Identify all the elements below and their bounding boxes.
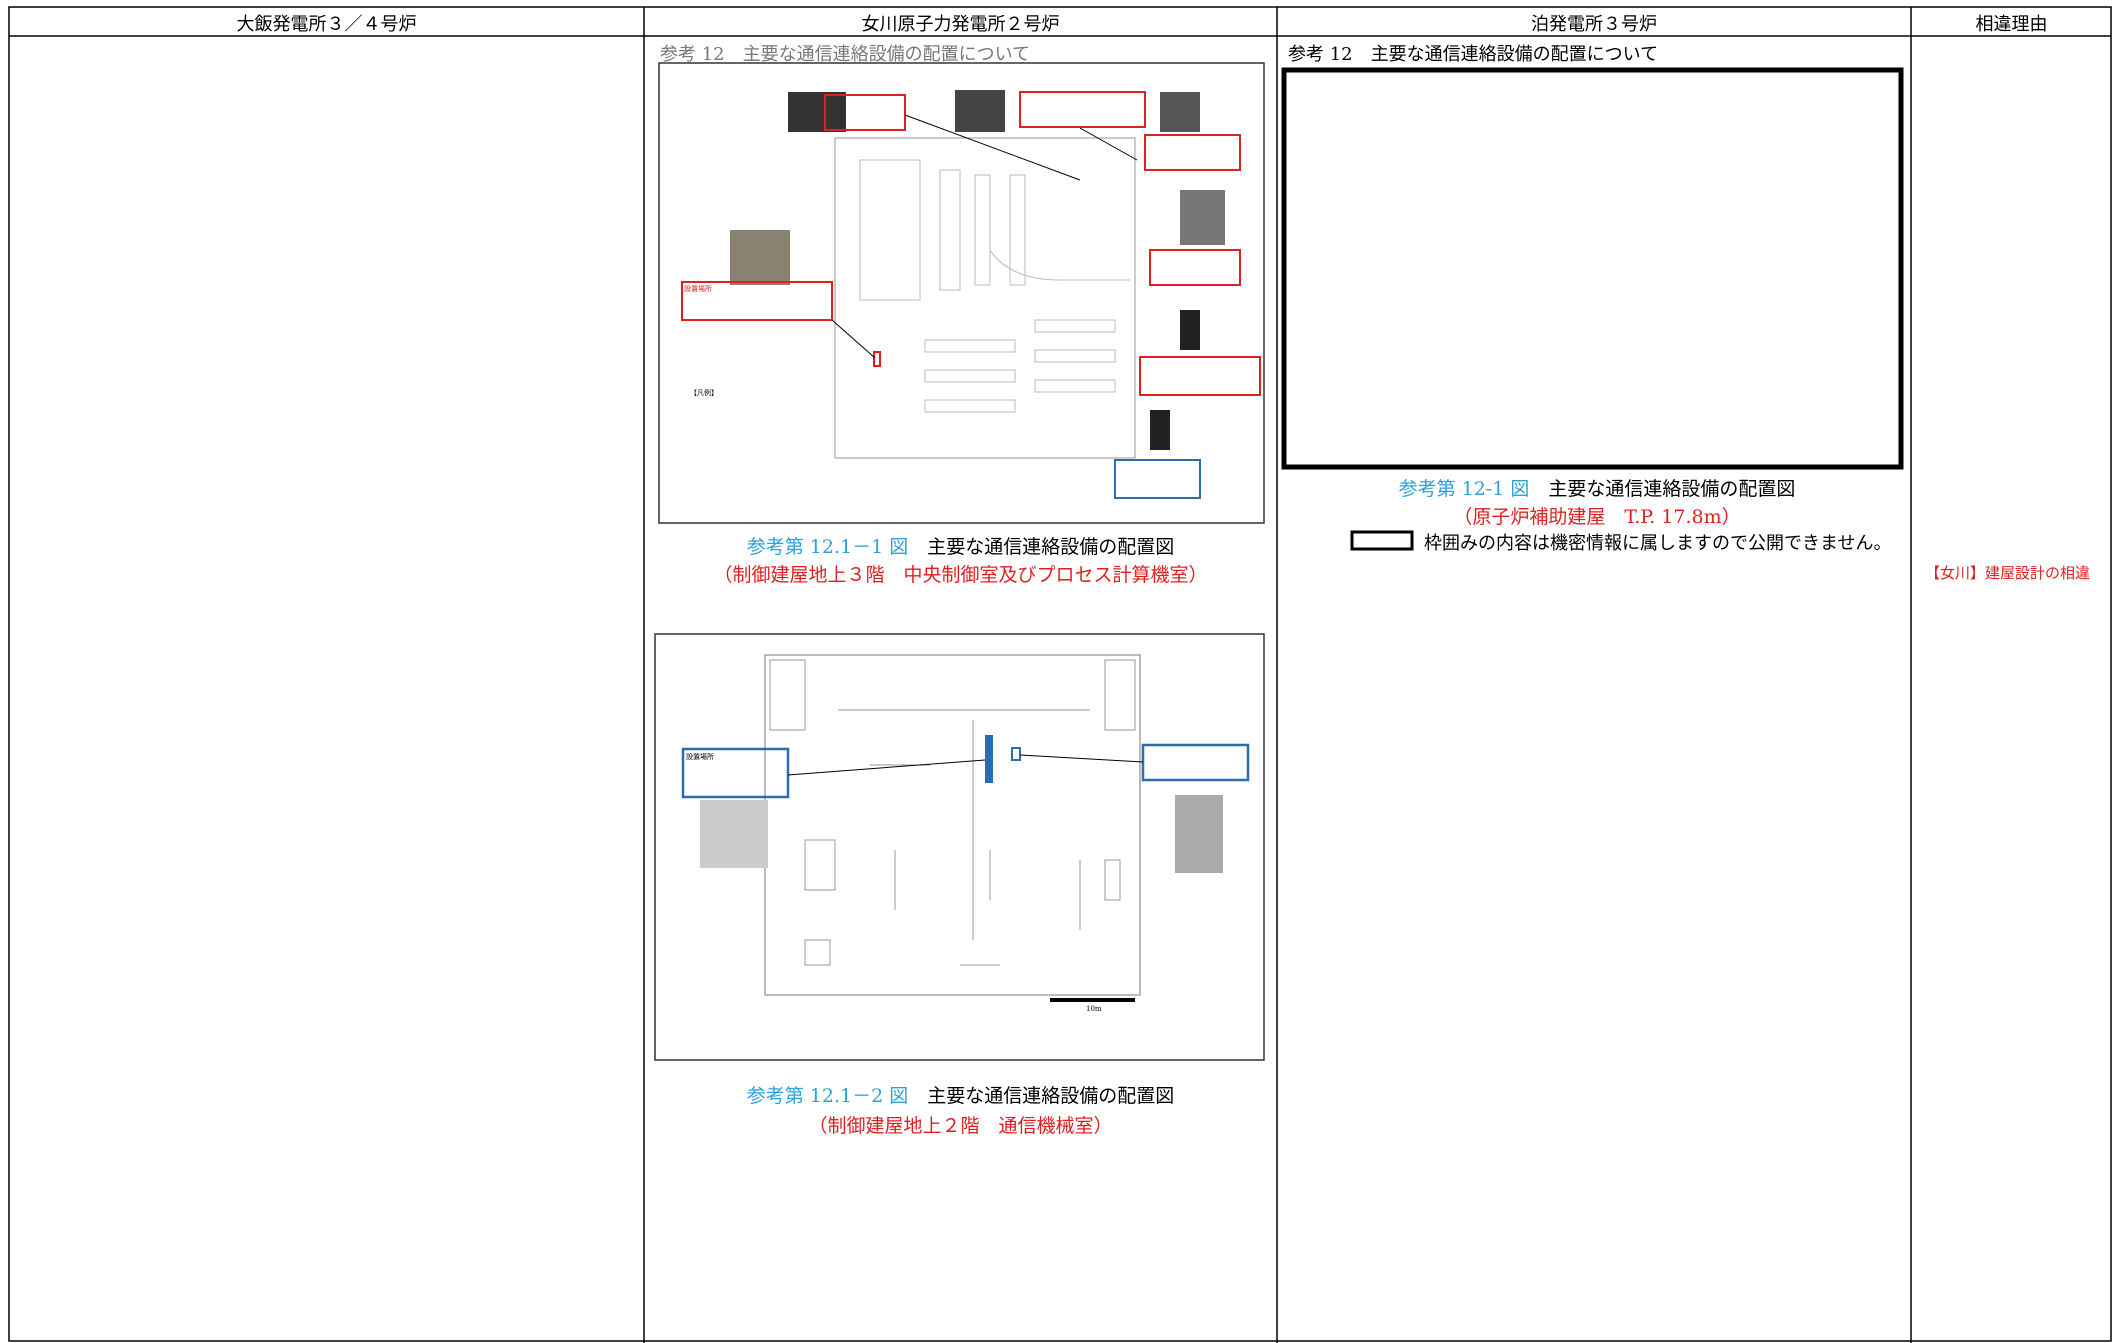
figure-caption: 参考第 12.1－2 図 主要な通信連絡設備の配置図 [644, 1081, 1277, 1108]
note: 枠囲みの内容は機密情報に属しますので公開できません。 [1424, 533, 1892, 554]
column-header: 泊発電所３号炉 [1531, 14, 1657, 35]
masked-figure [1281, 67, 1904, 470]
column-header: 女川原子力発電所２号炉 [861, 14, 1060, 35]
floor-plan-2 [654, 633, 1265, 1061]
figure-number: 参考第 12.1－1 図 [746, 536, 909, 558]
figure-caption: 参考第 12-1 図 主要な通信連絡設備の配置図 [1277, 474, 1917, 501]
figure-subtitle: （制御建屋地上２階 通信機械室） [808, 1115, 1113, 1137]
figure-label: 設置場所 [686, 753, 714, 761]
figure-label: 設置場所 [684, 285, 712, 293]
figure-label: 10m [1086, 1005, 1102, 1013]
reason: 【女川】建屋設計の相違 [1925, 564, 2091, 582]
figure-subtitle: （制御建屋地上３階 中央制御室及びプロセス計算機室） [713, 564, 1208, 586]
figure-title: 主要な通信連絡設備の配置図 [1548, 478, 1796, 500]
figure-label: 【凡例】 [690, 389, 718, 397]
column-header: 大飯発電所３／４号炉 [236, 14, 417, 35]
section-title: 参考 12 主要な通信連絡設備の配置について [660, 44, 1031, 65]
figure-caption: 参考第 12.1－1 図 主要な通信連絡設備の配置図 [644, 532, 1277, 559]
figure-subtitle: （原子炉補助建屋 T.P. 17.8m） [1453, 506, 1741, 528]
column-header: 相違理由 [1975, 14, 2048, 35]
figure-number: 参考第 12.1－2 図 [746, 1085, 909, 1107]
section-title: 参考 12 主要な通信連絡設備の配置について [1288, 44, 1659, 65]
floor-plan-1 [658, 62, 1265, 524]
mask-legend-box [1350, 530, 1414, 551]
figure-title: 主要な通信連絡設備の配置図 [927, 1085, 1175, 1107]
figure-number: 参考第 12-1 図 [1398, 478, 1530, 500]
figure-title: 主要な通信連絡設備の配置図 [927, 536, 1175, 558]
